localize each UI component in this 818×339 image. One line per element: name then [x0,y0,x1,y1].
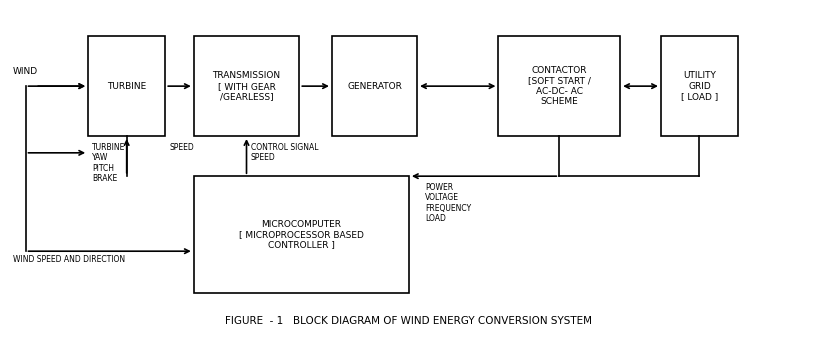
Text: WIND SPEED AND DIRECTION: WIND SPEED AND DIRECTION [12,255,124,263]
Text: UTILITY
GRID
[ LOAD ]: UTILITY GRID [ LOAD ] [681,71,718,101]
Text: TRANSMISSION
[ WITH GEAR
/GEARLESS]: TRANSMISSION [ WITH GEAR /GEARLESS] [213,71,281,101]
Text: CONTACTOR
[SOFT START /
AC-DC- AC
SCHEME: CONTACTOR [SOFT START / AC-DC- AC SCHEME [528,66,591,106]
Text: CONTROL SIGNAL
SPEED: CONTROL SIGNAL SPEED [250,143,318,162]
Text: WIND: WIND [12,67,38,76]
Text: GENERATOR: GENERATOR [347,82,402,91]
Bar [88,36,165,136]
Bar [498,36,620,136]
Text: TURBINE: TURBINE [107,82,146,91]
Text: SPEED: SPEED [169,143,194,152]
Bar [661,36,738,136]
Bar [332,36,417,136]
Bar [194,176,409,293]
Text: TURBINE
YAW
PITCH
BRAKE: TURBINE YAW PITCH BRAKE [92,143,125,183]
Text: FIGURE  - 1   BLOCK DIAGRAM OF WIND ENERGY CONVERSION SYSTEM: FIGURE - 1 BLOCK DIAGRAM OF WIND ENERGY … [226,316,592,326]
Bar [194,36,299,136]
Text: POWER
VOLTAGE
FREQUENCY
LOAD: POWER VOLTAGE FREQUENCY LOAD [425,183,471,223]
Text: MICROCOMPUTER
[ MICROPROCESSOR BASED
CONTROLLER ]: MICROCOMPUTER [ MICROPROCESSOR BASED CON… [239,220,364,250]
